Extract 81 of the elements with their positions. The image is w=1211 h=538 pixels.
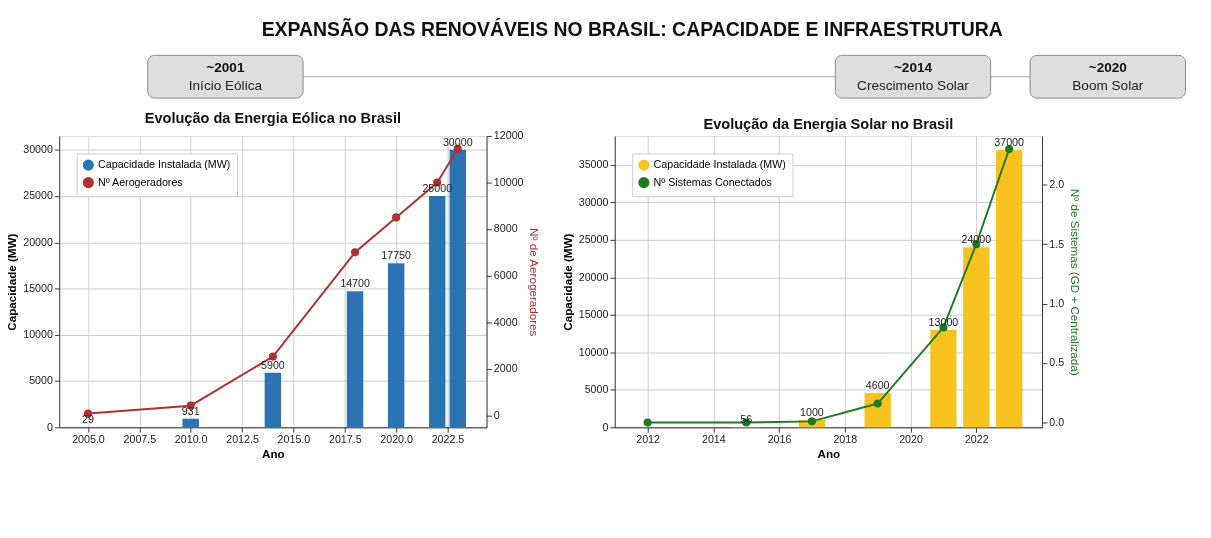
data-label: 1000 [800,405,824,418]
y-tick-label: 0 [602,420,609,433]
legend-label: Capacidade Instalada (MW) [653,158,786,171]
y-tick-label: 5000 [29,374,53,387]
y2-tick-label: 10000 [493,175,524,188]
y2-tick-label: 0.0 [1049,415,1065,428]
y-axis-title: Capacidade (MW) [5,233,19,331]
text: EXPANSÃO DAS RENOVÁVEIS NO BRASIL: CAPACIDADE E INFRAESTRUTURA [261,17,1003,40]
point [873,399,882,408]
point [807,417,816,426]
x-tick-label: 2022 [964,433,989,446]
point [643,418,652,427]
data-label: 14700 [340,277,370,290]
y2-tick-label: 2000 [493,362,518,375]
y-tick-label: 0 [46,420,53,433]
y2-tick-label: 1.5 [1049,237,1065,250]
bar [963,247,990,428]
y-tick-label: 5000 [584,383,609,396]
y-tick-label: 35000 [578,158,609,171]
data-label: 37000 [994,135,1025,148]
text: ~2014 Crescimento Solar [857,59,969,94]
y2-tick-label: 0 [493,408,500,421]
y2-tick-label: 4000 [493,315,518,328]
text: ~2001 Início Eólica [188,59,263,94]
y2-tick-label: 2.0 [1049,178,1065,191]
y2-tick-label: 8000 [493,222,518,235]
y-tick-label: 25000 [23,189,53,202]
x-tick-label: 2012.5 [226,433,259,446]
y-tick-label: 10000 [23,328,53,341]
y2-axis-title: Nº de Sistemas (GD + Centralizada) [1068,188,1082,376]
y-tick-label: 15000 [23,281,53,294]
bar [264,372,282,428]
point [351,248,360,257]
x-tick-label: 2018 [833,433,858,446]
bar [864,392,891,428]
data-label: 30000 [442,135,473,148]
y2-axis-title: Nº de Aerogeradores [528,227,542,337]
y-tick-label: 20000 [23,235,53,248]
x-tick-label: 2012 [636,433,661,446]
x-axis-title: Ano [817,446,841,460]
x-tick-label: 2022.5 [431,433,465,446]
bar [930,329,957,428]
y2-tick-label: 6000 [493,268,518,281]
y2-tick-label: 0.5 [1049,356,1065,369]
x-tick-label: 2016 [767,433,792,446]
point [392,213,401,222]
bar [429,196,446,428]
bar [387,263,405,428]
x-tick-label: 2017.5 [328,433,362,446]
y2-tick-label: 12000 [493,129,524,142]
point [268,352,277,361]
x-tick-label: 2010.0 [174,433,208,446]
bar [346,291,364,428]
x-axis-title: Ano [262,446,285,460]
x-tick-label: 2007.5 [123,433,157,446]
y2-tick-label: 1.0 [1049,297,1065,310]
bar [182,418,199,428]
x-tick-label: 2015.0 [277,433,311,446]
y-axis-title: Capacidade (MW) [560,233,574,331]
data-label: 5900 [261,358,285,371]
bar [996,149,1023,428]
x-tick-label: 2005.0 [72,433,105,446]
chart-title: Evolução da Energia Eólica no Brasil [144,110,402,127]
y-tick-label: 25000 [578,233,609,246]
x-tick-label: 2020.0 [380,433,414,446]
data-label: 29 [82,413,94,426]
y-tick-label: 20000 [578,270,609,283]
data-label: 17750 [381,249,412,262]
y-tick-label: 30000 [578,195,609,208]
legend-label: Capacidade Instalada (MW) [98,158,231,171]
y-tick-label: 30000 [23,143,53,156]
legend-label: Nº Sistemas Conectados [653,175,772,188]
x-tick-label: 2014 [701,433,726,446]
chart-title: Evolução da Energia Solar no Brasil [703,116,954,133]
data-label: 931 [181,404,200,417]
x-tick-label: 2020 [899,433,923,446]
legend-label: Nº Aerogeradores [98,175,183,188]
text: ~2020 Boom Solar [1072,59,1144,94]
y-tick-label: 10000 [578,345,609,358]
y-tick-label: 15000 [578,308,609,321]
data-label: 4600 [865,378,890,391]
